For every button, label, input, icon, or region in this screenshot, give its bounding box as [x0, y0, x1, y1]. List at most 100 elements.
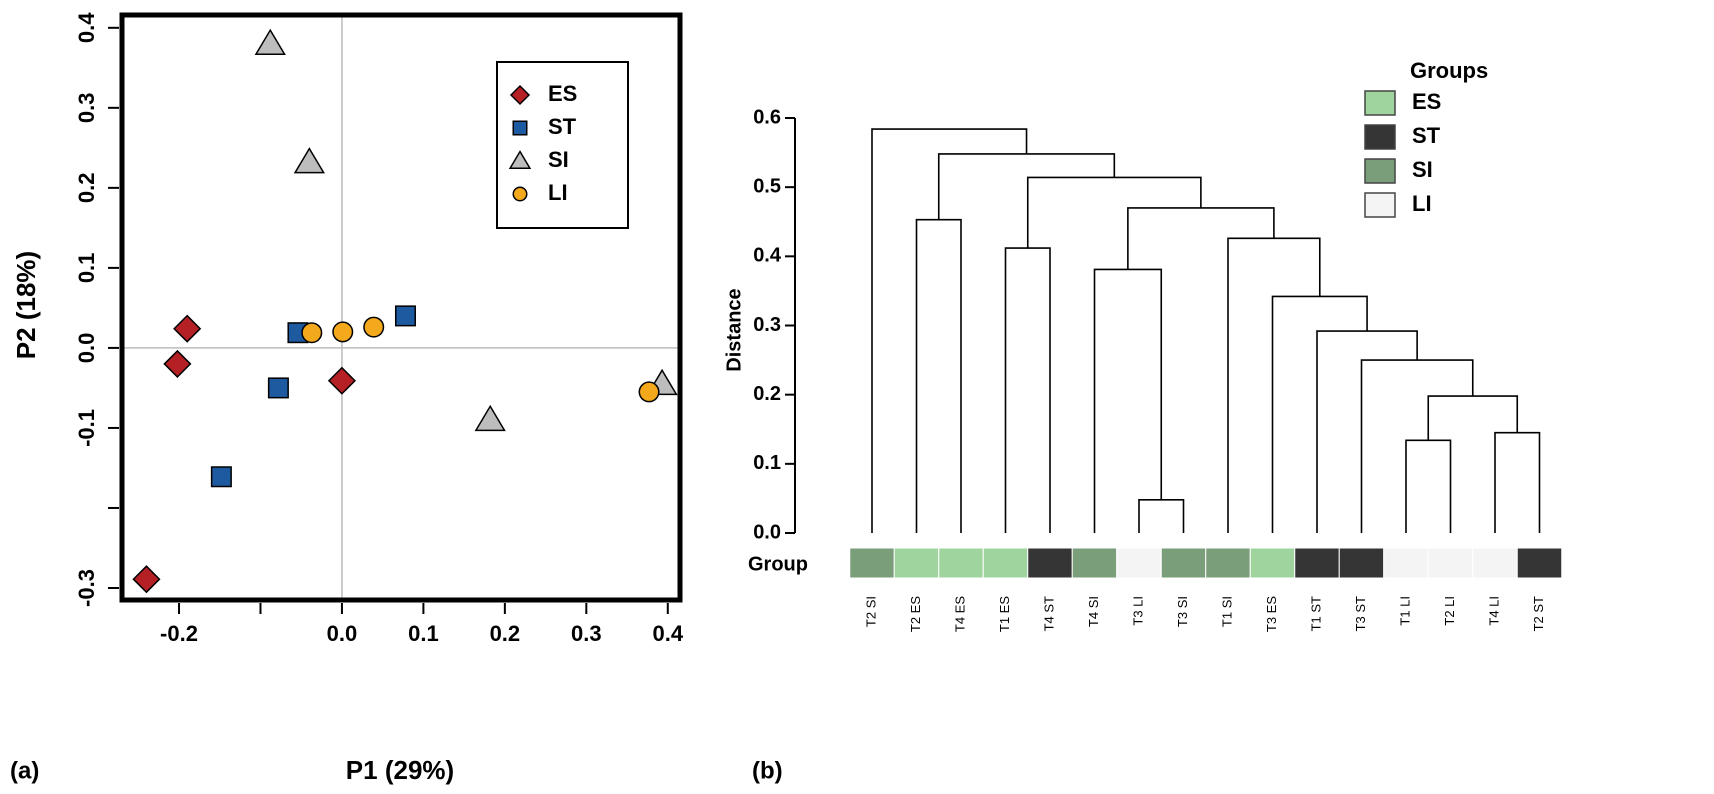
point — [363, 316, 385, 338]
legend-label: ES — [548, 81, 577, 106]
group-cell — [1427, 547, 1474, 579]
panel-label: (b) — [752, 757, 783, 784]
leaf-label: T1 ST — [1308, 596, 1323, 631]
point — [638, 381, 660, 403]
x-tick-label: 0.0 — [327, 621, 358, 646]
y-tick-label: 0.1 — [74, 253, 99, 284]
dendrogram-link — [1138, 499, 1185, 533]
point — [327, 366, 357, 395]
point — [394, 305, 416, 327]
point — [474, 404, 506, 432]
leaf-label: T2 ST — [1531, 596, 1546, 631]
y-tick-label: -0.1 — [74, 409, 99, 447]
legend-swatch — [1364, 192, 1396, 218]
legend-swatch — [1364, 90, 1396, 116]
point — [267, 377, 289, 399]
dendrogram-link — [1494, 431, 1541, 533]
legend-label: ES — [1412, 89, 1441, 114]
dendrogram-link — [1093, 268, 1163, 533]
group-cell — [1160, 547, 1207, 579]
legend-label: ST — [548, 114, 577, 139]
legend-label: LI — [1412, 191, 1432, 216]
point — [301, 322, 323, 344]
group-cell — [1205, 547, 1251, 579]
leaf-label: T1 SI — [1219, 596, 1234, 627]
leaf-label: T4 ST — [1041, 596, 1056, 631]
legend-marker — [512, 186, 528, 202]
legend-label: SI — [1412, 157, 1433, 182]
dendrogram-link — [1427, 395, 1519, 441]
group-cell — [1071, 547, 1118, 579]
y-axis-title: P2 (18%) — [11, 251, 41, 359]
x-tick-label: 0.3 — [571, 621, 602, 646]
group-cell — [1116, 547, 1162, 579]
leaf-label: T4 SI — [1086, 596, 1101, 627]
y-tick-label: -0.3 — [74, 569, 99, 607]
point — [254, 28, 286, 55]
group-cell — [1027, 547, 1073, 579]
group-cell — [1516, 547, 1563, 579]
y-tick-label: 0.1 — [753, 452, 781, 474]
group-cell — [1472, 547, 1518, 579]
plot-frame — [119, 12, 683, 603]
dendrogram-link — [915, 218, 962, 533]
point — [132, 565, 161, 594]
group-cell — [1383, 547, 1429, 579]
legend-label: SI — [548, 147, 569, 172]
y-tick-label: 0.6 — [753, 106, 781, 128]
x-tick-label: 0.1 — [408, 621, 439, 646]
dendrogram-link — [1360, 359, 1474, 533]
group-cell — [982, 547, 1029, 579]
panel-label: (a) — [10, 757, 39, 784]
dendrogram-link — [1026, 176, 1202, 249]
leaf-label: T3 ST — [1353, 596, 1368, 631]
y-tick-label: 0.2 — [74, 173, 99, 204]
group-cell — [893, 547, 940, 579]
legend-marker — [509, 84, 531, 106]
group-cell — [1249, 547, 1296, 579]
point — [210, 466, 232, 488]
y-tick-label: 0.3 — [74, 93, 99, 124]
leaf-label: T3 LI — [1130, 596, 1145, 626]
point — [293, 147, 325, 174]
group-label: Group — [748, 553, 808, 575]
y-tick-label: 0.5 — [753, 175, 781, 197]
y-tick-label: 0.0 — [74, 333, 99, 364]
legend-title: Groups — [1410, 58, 1488, 83]
group-cell — [1338, 547, 1385, 579]
x-tick-label: 0.4 — [652, 621, 683, 646]
x-tick-label: -0.2 — [160, 621, 198, 646]
legend-marker — [508, 150, 532, 169]
leaf-label: T4 LI — [1486, 596, 1501, 626]
leaf-label: T1 ES — [997, 596, 1012, 632]
dendrogram-link — [1127, 207, 1275, 270]
leaf-label: T2 LI — [1442, 596, 1457, 626]
leaf-label: T3 ES — [1264, 596, 1279, 632]
y-tick-label: 0.4 — [74, 12, 99, 43]
leaf-label: T3 SI — [1175, 596, 1190, 627]
leaf-label: T1 LI — [1397, 596, 1412, 626]
legend-label: LI — [548, 180, 568, 205]
x-tick-label: 0.2 — [490, 621, 521, 646]
group-cell — [1294, 547, 1340, 579]
group-cell — [849, 547, 895, 579]
y-tick-label: 0.0 — [753, 521, 781, 543]
dendrogram-link — [1405, 439, 1452, 533]
leaf-label: T2 ES — [908, 596, 923, 632]
legend-marker — [512, 120, 528, 136]
point — [332, 321, 354, 343]
dendrogram-link — [937, 153, 1116, 220]
y-tick-label: 0.3 — [753, 314, 781, 336]
y-tick-label: 0.2 — [753, 383, 781, 405]
y-tick-label: 0.4 — [753, 245, 782, 267]
dendrogram-link — [1227, 237, 1321, 533]
point — [163, 349, 192, 378]
x-axis-title: P1 (29%) — [346, 755, 454, 785]
dendrogram-link — [1004, 247, 1051, 533]
point — [173, 314, 202, 343]
dendrogram-link — [1271, 295, 1368, 533]
group-cell — [938, 547, 984, 579]
leaf-label: T2 SI — [863, 596, 878, 627]
